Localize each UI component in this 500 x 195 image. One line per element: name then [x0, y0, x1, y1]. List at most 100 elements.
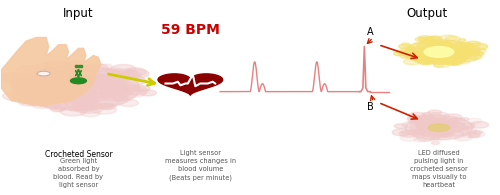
Circle shape	[432, 124, 444, 128]
Circle shape	[70, 96, 89, 103]
Circle shape	[418, 127, 431, 132]
Circle shape	[468, 54, 482, 59]
Circle shape	[451, 125, 468, 132]
Circle shape	[106, 69, 121, 75]
Circle shape	[72, 103, 90, 110]
Circle shape	[429, 124, 444, 129]
Circle shape	[60, 85, 83, 93]
Circle shape	[98, 82, 117, 89]
Circle shape	[102, 92, 127, 101]
Circle shape	[436, 51, 445, 54]
Circle shape	[94, 76, 110, 82]
Circle shape	[56, 79, 71, 84]
Circle shape	[416, 122, 428, 127]
Circle shape	[70, 78, 86, 84]
Circle shape	[406, 47, 414, 50]
Circle shape	[37, 71, 50, 76]
Circle shape	[431, 42, 442, 46]
Circle shape	[448, 118, 466, 124]
Circle shape	[417, 135, 434, 141]
Circle shape	[102, 92, 117, 97]
Circle shape	[418, 59, 433, 65]
Circle shape	[76, 104, 104, 113]
Circle shape	[443, 58, 459, 64]
Circle shape	[426, 125, 439, 130]
Circle shape	[442, 53, 456, 58]
Circle shape	[414, 59, 424, 62]
Circle shape	[426, 57, 443, 63]
Circle shape	[430, 56, 442, 61]
Circle shape	[53, 106, 66, 111]
Circle shape	[436, 44, 455, 51]
Circle shape	[438, 51, 452, 57]
Circle shape	[428, 55, 436, 58]
Circle shape	[439, 118, 452, 122]
Circle shape	[122, 71, 142, 78]
Circle shape	[71, 81, 98, 90]
Circle shape	[431, 125, 446, 131]
Circle shape	[58, 69, 82, 78]
Circle shape	[424, 125, 439, 130]
Circle shape	[466, 131, 481, 136]
Circle shape	[466, 118, 482, 124]
Circle shape	[100, 87, 124, 96]
Circle shape	[98, 83, 111, 88]
Circle shape	[44, 82, 61, 88]
Circle shape	[442, 58, 457, 64]
Circle shape	[432, 124, 446, 129]
Circle shape	[78, 91, 98, 98]
Circle shape	[112, 95, 129, 101]
Text: 59 BPM: 59 BPM	[161, 23, 220, 37]
Circle shape	[422, 113, 431, 116]
Circle shape	[435, 128, 446, 132]
Circle shape	[418, 126, 438, 133]
Circle shape	[432, 126, 447, 132]
Circle shape	[448, 61, 460, 65]
Circle shape	[56, 72, 78, 80]
Circle shape	[119, 76, 146, 85]
Circle shape	[23, 93, 45, 101]
Circle shape	[70, 95, 96, 104]
Circle shape	[423, 45, 442, 52]
Circle shape	[82, 90, 95, 95]
Circle shape	[0, 73, 26, 82]
Circle shape	[28, 77, 50, 85]
Circle shape	[28, 78, 46, 84]
Circle shape	[404, 53, 416, 58]
Circle shape	[454, 48, 467, 53]
Circle shape	[454, 134, 471, 141]
Circle shape	[430, 52, 438, 56]
Circle shape	[433, 47, 448, 52]
Circle shape	[417, 43, 434, 49]
Circle shape	[434, 46, 444, 50]
Text: Green light
absorbed by
blood. Read by
light sensor: Green light absorbed by blood. Read by l…	[54, 158, 104, 188]
Circle shape	[434, 51, 448, 56]
Circle shape	[446, 59, 462, 65]
Circle shape	[107, 86, 134, 96]
Circle shape	[20, 99, 35, 104]
Circle shape	[453, 132, 464, 136]
Text: Input: Input	[63, 7, 94, 20]
Circle shape	[73, 85, 86, 90]
Circle shape	[70, 96, 99, 106]
Circle shape	[460, 60, 469, 64]
Circle shape	[64, 90, 92, 100]
Circle shape	[444, 124, 457, 129]
Circle shape	[98, 104, 114, 109]
Circle shape	[62, 85, 84, 93]
Circle shape	[474, 130, 482, 134]
Circle shape	[430, 49, 448, 55]
Circle shape	[99, 85, 124, 94]
Circle shape	[445, 118, 458, 123]
Circle shape	[430, 119, 439, 122]
Circle shape	[430, 136, 440, 139]
Circle shape	[452, 56, 466, 61]
Circle shape	[438, 125, 447, 128]
Circle shape	[108, 79, 130, 87]
Circle shape	[42, 95, 62, 103]
Circle shape	[53, 90, 78, 99]
Circle shape	[125, 69, 149, 78]
Circle shape	[439, 58, 456, 64]
Circle shape	[91, 74, 110, 81]
Circle shape	[458, 48, 468, 51]
